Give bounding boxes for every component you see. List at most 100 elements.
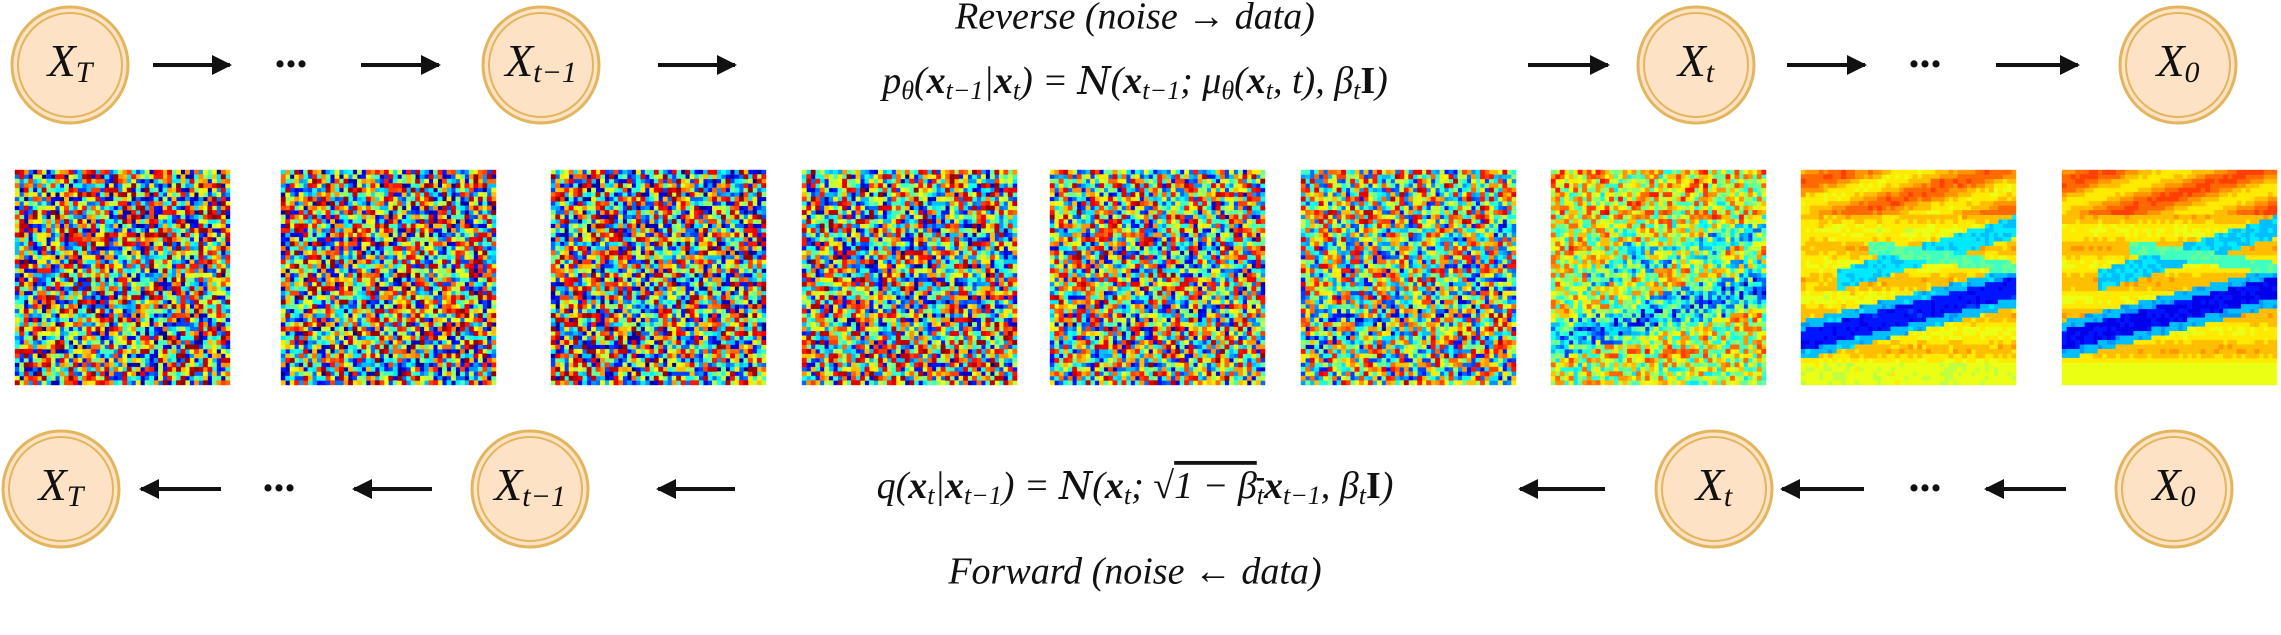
formula-part: ; μ — [1180, 60, 1221, 102]
formula-part: x — [926, 60, 946, 102]
formula-part: , β — [1321, 465, 1359, 507]
formula-part: t−1 — [946, 76, 984, 105]
heatmap-cells — [1800, 169, 1990, 211]
heatmap-cells — [1300, 174, 1503, 386]
formula-part: I — [1366, 465, 1381, 507]
heatmap-image — [1300, 169, 1517, 386]
formula-part: p — [879, 60, 901, 102]
node-subscript: t — [1724, 480, 1733, 513]
heatmap-image — [280, 169, 497, 386]
heatmap-image — [14, 169, 231, 386]
node-symbol: X — [503, 35, 535, 86]
formula-part: θ — [1221, 76, 1234, 105]
node-label: Xt−1 — [503, 35, 577, 89]
node-label: X0 — [2154, 35, 2199, 89]
heatmap-cells — [1300, 169, 1517, 386]
formula-part: I — [1360, 60, 1375, 102]
heatmap-image — [1049, 169, 1266, 386]
node-symbol: X — [1694, 459, 1726, 510]
formula-part: t−1 — [1283, 481, 1321, 510]
node-inner — [1643, 12, 1749, 118]
node-outer — [2114, 429, 2234, 549]
formula-part: ( — [914, 60, 929, 102]
reverse-title: Reverse (noise → data) — [954, 0, 1315, 38]
heatmap-image — [1800, 169, 2017, 386]
node-subscript: t−1 — [533, 56, 577, 89]
formula-part: x — [1263, 465, 1283, 507]
node-outer — [2118, 5, 2238, 125]
formula-part: t — [1257, 481, 1265, 510]
formula-part: 1 − β — [1174, 465, 1257, 507]
heatmap-cells — [810, 169, 1018, 381]
heatmap-cells — [1300, 169, 1517, 386]
ellipsis: ... — [1909, 28, 1942, 77]
heatmap-image — [801, 169, 1018, 386]
node-symbol: X — [492, 459, 524, 510]
node-subscript: t−1 — [522, 480, 566, 513]
formula-part: t−1 — [1142, 76, 1180, 105]
formula-part: ( — [1092, 465, 1107, 507]
formula-part: t — [1013, 76, 1021, 105]
formula-part: x — [944, 465, 964, 507]
formula-part: ; √ — [1131, 465, 1174, 507]
node-subscript: 0 — [2185, 56, 2200, 89]
heatmap-cells — [2061, 169, 2278, 215]
formula-part: t−1 — [964, 481, 1002, 510]
node-outer — [1654, 429, 1774, 549]
formula: q(xt|xt−1) = N(xt; √1 − βtxt−1, βtI) — [877, 464, 1394, 510]
node-inner — [477, 436, 583, 542]
node-subscript: T — [76, 56, 95, 89]
node-inner — [1661, 436, 1767, 542]
ellipsis: ... — [275, 28, 308, 77]
formula-part: ) = — [1018, 60, 1077, 102]
formula-part: | — [983, 60, 993, 102]
node-label: X0 — [2150, 459, 2195, 513]
heatmap-image — [550, 169, 767, 386]
forward-title: Forward (noise ← data) — [947, 551, 1321, 593]
formula-part: ( — [1111, 60, 1126, 102]
node-outer — [481, 5, 601, 125]
formula: pθ(xt−1|xt) = N(xt−1; μθ(xt, t), βtI) — [879, 59, 1388, 105]
node-subscript: t — [1706, 56, 1715, 89]
formula-part: t — [1124, 481, 1132, 510]
node-inner — [17, 12, 123, 118]
heatmap-cells — [1550, 169, 1767, 354]
formula-part: x — [1122, 60, 1142, 102]
node-symbol: X — [2154, 35, 2186, 86]
node-label: Xt — [1676, 35, 1715, 89]
node-label: XT — [37, 459, 86, 513]
heatmap-image — [1550, 169, 1767, 386]
formula-part: N — [1076, 59, 1112, 103]
heatmap-cells — [1604, 183, 1708, 215]
node-label: XT — [46, 35, 95, 89]
heatmap-cells — [280, 174, 497, 386]
formula-part: t — [1359, 481, 1367, 510]
node-symbol: X — [37, 459, 69, 510]
formula-part: ( — [1234, 60, 1249, 102]
formula-part: ) = — [1000, 465, 1059, 507]
node-outer — [1636, 5, 1756, 125]
formula-part: t — [1353, 76, 1361, 105]
node-inner — [2121, 436, 2227, 542]
node-subscript: 0 — [2181, 480, 2196, 513]
ellipsis: ... — [263, 452, 296, 501]
formula-part: x — [993, 60, 1013, 102]
node-outer — [470, 429, 590, 549]
formula-part: θ — [901, 76, 914, 105]
node-subscript: T — [67, 480, 86, 513]
ellipsis: ... — [1909, 452, 1942, 501]
formula-part: x — [1104, 465, 1124, 507]
node-inner — [488, 12, 594, 118]
formula-part: , t), β — [1273, 60, 1353, 102]
node-symbol: X — [1676, 35, 1708, 86]
formula-part: ) — [1373, 60, 1388, 102]
heatmap-cells — [2128, 241, 2273, 274]
formula-part: x — [907, 465, 927, 507]
heatmap-cells — [1049, 178, 1266, 381]
heatmap-cells — [19, 174, 231, 386]
node-label: Xt−1 — [492, 459, 566, 513]
node-label: Xt — [1694, 459, 1733, 513]
formula-part: ) — [1379, 465, 1394, 507]
node-inner — [2125, 12, 2231, 118]
